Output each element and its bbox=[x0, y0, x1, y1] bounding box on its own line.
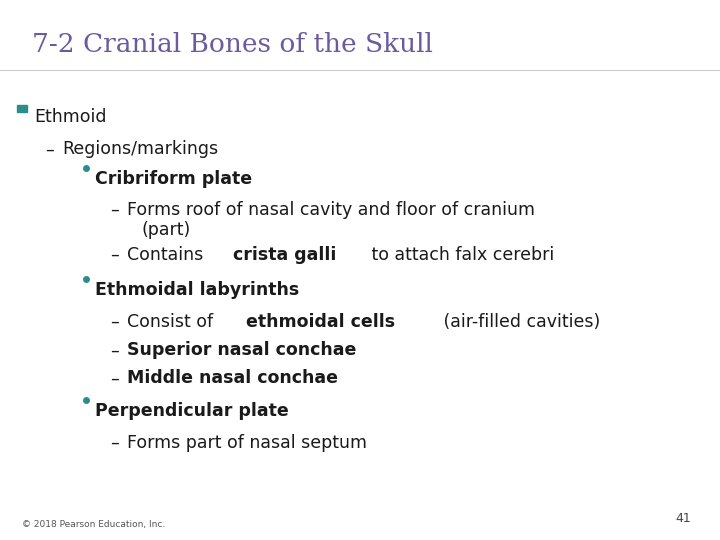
Text: Ethmoidal labyrinths: Ethmoidal labyrinths bbox=[95, 281, 300, 299]
Text: –: – bbox=[110, 201, 119, 219]
Text: to attach falx cerebri: to attach falx cerebri bbox=[366, 246, 554, 264]
Text: Regions/markings: Regions/markings bbox=[63, 140, 219, 158]
Text: Cribriform plate: Cribriform plate bbox=[95, 170, 252, 188]
Text: Middle nasal conchae: Middle nasal conchae bbox=[127, 369, 338, 387]
Text: Ethmoid: Ethmoid bbox=[34, 108, 107, 126]
Text: 41: 41 bbox=[675, 512, 691, 525]
Text: –: – bbox=[110, 313, 119, 331]
Text: –: – bbox=[110, 434, 119, 452]
Text: Perpendicular plate: Perpendicular plate bbox=[95, 402, 289, 420]
Text: (part): (part) bbox=[142, 221, 191, 239]
Text: –: – bbox=[110, 369, 119, 387]
Text: Forms roof of nasal cavity and floor of cranium: Forms roof of nasal cavity and floor of … bbox=[127, 201, 536, 219]
Text: –: – bbox=[110, 341, 119, 359]
Text: Contains: Contains bbox=[127, 246, 210, 264]
FancyBboxPatch shape bbox=[17, 105, 27, 112]
Text: ethmoidal cells: ethmoidal cells bbox=[246, 313, 395, 331]
Text: (air-filled cavities): (air-filled cavities) bbox=[438, 313, 600, 331]
Text: © 2018 Pearson Education, Inc.: © 2018 Pearson Education, Inc. bbox=[22, 520, 165, 529]
Text: Consist of: Consist of bbox=[127, 313, 219, 331]
Text: –: – bbox=[110, 246, 119, 264]
Text: –: – bbox=[45, 140, 54, 158]
Text: crista galli: crista galli bbox=[233, 246, 336, 264]
Text: Superior nasal conchae: Superior nasal conchae bbox=[127, 341, 357, 359]
Text: 7-2 Cranial Bones of the Skull: 7-2 Cranial Bones of the Skull bbox=[32, 32, 433, 57]
Text: Forms part of nasal septum: Forms part of nasal septum bbox=[127, 434, 367, 452]
